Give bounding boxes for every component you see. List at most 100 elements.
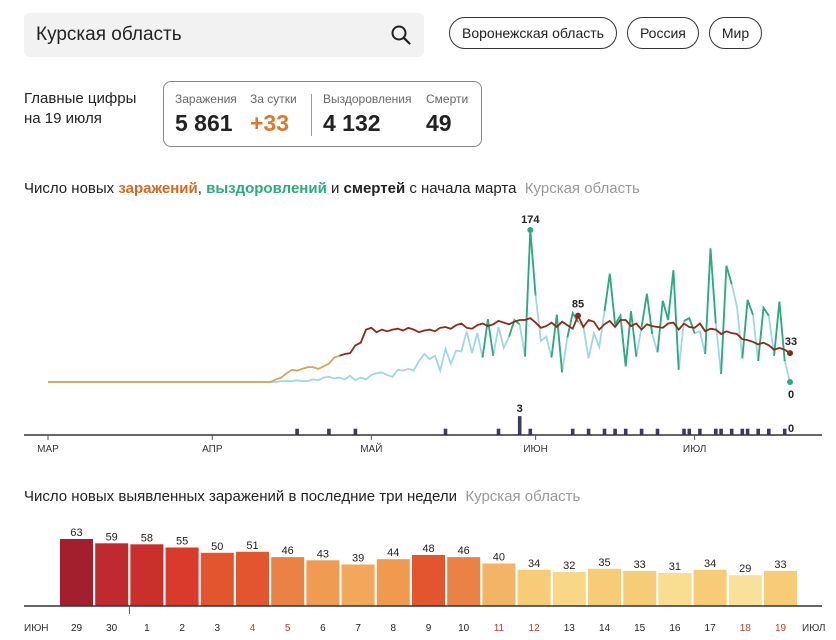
line-title-sep: , (197, 180, 207, 197)
bar (236, 551, 269, 606)
bar (447, 557, 481, 606)
bar-day-label: 1 (144, 623, 150, 634)
bar (728, 575, 762, 606)
bar-day-label: 30 (106, 623, 118, 634)
deaths-bar (698, 428, 702, 435)
stat-deaths-label: Смерти (426, 92, 469, 106)
line-title-infections: заражений (118, 180, 198, 197)
stat-recoveries-label: Выздоровления (323, 92, 412, 106)
deaths-bar (714, 428, 718, 435)
bar-value-label: 31 (669, 561, 681, 573)
deaths-bar (767, 428, 771, 435)
deaths-bar (295, 428, 299, 435)
stat-daily: За сутки +33 (250, 92, 297, 137)
deaths-bar (496, 428, 501, 435)
line-title-region[interactable]: Курская область (524, 180, 640, 197)
stat-divider (311, 94, 312, 136)
bar-day-label: 3 (215, 623, 221, 634)
main-figures-date: на 19 июля (24, 110, 102, 127)
bar (517, 569, 551, 606)
stat-deaths-value: 49 (426, 110, 452, 136)
deaths-bar (782, 428, 787, 435)
bar-day-label: 10 (458, 623, 470, 634)
recoveries-peak (683, 316, 696, 334)
bar-day-label: 5 (285, 623, 291, 634)
bar-day-label: 13 (564, 623, 576, 634)
search-input[interactable]: Курская область (36, 24, 182, 45)
deaths-bar (602, 428, 607, 435)
bar-value-label: 34 (528, 558, 540, 570)
bar-value-label: 43 (317, 548, 329, 560)
infections-line (339, 313, 791, 357)
bar-value-label: 32 (563, 560, 575, 572)
recoveries-peak (640, 293, 654, 335)
recoveries-last-label: 0 (788, 389, 794, 401)
line-title-and: и (326, 180, 344, 197)
bar (588, 568, 621, 606)
bar-title-region[interactable]: Курская область (465, 488, 581, 505)
bar (764, 570, 797, 606)
infections-line-early (48, 354, 340, 383)
main-figures-title: Главные цифры (24, 90, 137, 107)
bar-day-label: 18 (740, 623, 752, 634)
bar-value-label: 40 (493, 552, 505, 564)
bar-day-label: 17 (705, 623, 717, 634)
bar-chart-title: Число новых выявленных заражений в после… (24, 488, 580, 505)
main-figures-label: Главные цифры на 19 июля (24, 89, 136, 129)
stat-deaths: Смерти 49 (426, 92, 468, 137)
recoveries-peak (508, 318, 521, 337)
stat-daily-value: +33 (250, 110, 290, 136)
recoveries-last-dot (787, 379, 793, 385)
deaths-bar (740, 428, 745, 435)
deaths-bar (353, 428, 358, 435)
bar-title-text: Число новых выявленных заражений в после… (24, 488, 458, 505)
search-icon[interactable] (390, 24, 412, 46)
line-title-recoveries: выздоровлений (206, 180, 327, 197)
region-chip-russia[interactable]: Россия (626, 17, 699, 49)
region-chip-world[interactable]: Мир (708, 17, 763, 49)
region-chip-voronezh[interactable]: Воронежская область (449, 17, 617, 49)
region-chips: Воронежская область Россия Мир (449, 17, 763, 49)
deaths-bar (623, 428, 628, 435)
deaths-bar (745, 428, 750, 435)
bar (552, 572, 586, 606)
recoveries-peak-label: 174 (521, 214, 540, 226)
stat-infections-label: Заражения (175, 92, 237, 106)
bar-day-label: 8 (391, 623, 397, 634)
bar-day-label: 2 (179, 623, 185, 634)
bar-day-label: 9 (426, 623, 432, 634)
stat-recoveries-value: 4 132 (323, 110, 381, 136)
search-box[interactable]: Курская область (24, 13, 424, 57)
recoveries-peak (481, 318, 495, 358)
bar-day-label: 4 (250, 623, 256, 634)
month-label: МАР (37, 444, 59, 455)
deaths-bar (443, 428, 448, 435)
recoveries-peak (773, 301, 786, 362)
month-label: МАЙ (360, 442, 382, 455)
deaths-peak-label: 3 (517, 403, 523, 415)
bar-day-label: 11 (494, 623, 505, 634)
bar-chart: 6329593058155250351446543639744848946104… (24, 527, 825, 634)
recoveries-peak (656, 300, 669, 353)
line-title-part2: с начала марта (405, 180, 517, 197)
recoveries-peak (603, 273, 616, 325)
bar-value-label: 51 (246, 540, 258, 552)
bar-day-label: 29 (71, 623, 83, 634)
bar (95, 543, 129, 606)
bar (165, 547, 199, 606)
bar (376, 559, 410, 606)
deaths-bar (613, 428, 617, 435)
stat-daily-label: За сутки (250, 92, 297, 106)
deaths-bar (327, 428, 331, 435)
stat-infections: Заражения 5 861 (175, 92, 237, 137)
stat-infections-value: 5 861 (175, 110, 233, 136)
bar (306, 560, 340, 606)
bar-month-label-end: ИЮЛ (802, 623, 825, 634)
month-label: АПР (202, 444, 223, 455)
recoveries-peak (524, 229, 537, 357)
deaths-bar (570, 428, 575, 435)
bar-value-label: 58 (141, 532, 153, 544)
bar-value-label: 59 (106, 531, 118, 543)
bar-day-label: 12 (529, 623, 541, 634)
deaths-bar (719, 428, 723, 435)
